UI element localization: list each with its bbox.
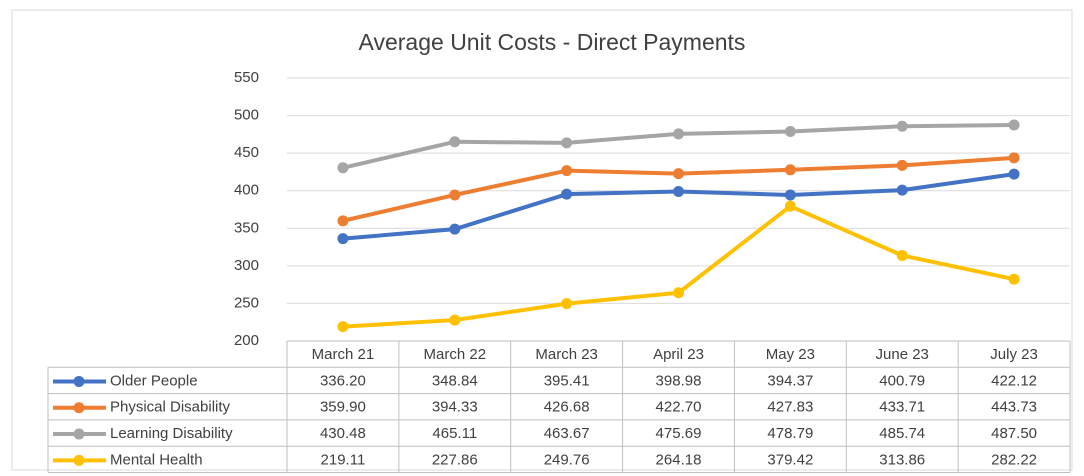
table-value: 394.37 xyxy=(767,372,813,389)
legend-key-marker xyxy=(73,454,85,466)
table-value: 433.71 xyxy=(879,399,925,416)
legend-key-marker xyxy=(73,375,85,387)
table-value: 219.11 xyxy=(321,451,366,468)
table-value: 400.79 xyxy=(879,372,925,389)
table-value: 487.50 xyxy=(991,425,1037,442)
data-point xyxy=(337,233,349,245)
data-point xyxy=(449,223,461,235)
chart-title: Average Unit Costs - Direct Payments xyxy=(359,29,746,55)
data-point xyxy=(896,159,908,171)
data-point xyxy=(1008,168,1020,180)
y-tick-label: 300 xyxy=(234,257,259,274)
table-value: 313.86 xyxy=(879,451,925,468)
data-point xyxy=(561,188,573,200)
data-point xyxy=(1008,119,1020,131)
x-tick-label: March 23 xyxy=(535,346,598,363)
x-tick-label: April 23 xyxy=(653,346,704,363)
y-tick-label: 350 xyxy=(234,219,259,236)
data-point xyxy=(561,165,573,177)
legend-key-marker xyxy=(73,428,85,440)
data-point xyxy=(561,137,573,149)
table-value: 227.86 xyxy=(432,451,478,468)
y-tick-label: 500 xyxy=(234,107,259,124)
data-point xyxy=(337,321,349,333)
data-point xyxy=(896,249,908,261)
table-value: 282.22 xyxy=(991,451,1037,468)
y-tick-label: 250 xyxy=(234,294,259,311)
y-tick-label: 450 xyxy=(234,144,259,161)
table-value: 422.70 xyxy=(656,399,702,416)
data-point xyxy=(1008,152,1020,164)
table-value: 394.33 xyxy=(432,399,478,416)
data-point xyxy=(449,314,461,326)
table-value: 427.83 xyxy=(767,399,813,416)
x-tick-label: May 23 xyxy=(766,346,815,363)
data-point xyxy=(784,164,796,176)
x-tick-label: March 22 xyxy=(424,346,487,363)
table-value: 398.98 xyxy=(656,372,702,389)
data-point xyxy=(896,184,908,196)
y-tick-label: 550 xyxy=(234,69,259,86)
data-point xyxy=(784,200,796,212)
table-value: 359.90 xyxy=(320,399,366,416)
table-value: 463.67 xyxy=(544,425,590,442)
data-point xyxy=(673,185,684,197)
x-tick-label: June 23 xyxy=(876,346,929,363)
data-point xyxy=(337,162,349,174)
legend-label: Learning Disability xyxy=(110,425,233,442)
y-tick-label: 400 xyxy=(234,182,259,199)
table-value: 249.76 xyxy=(544,451,590,468)
table-value: 475.69 xyxy=(656,425,702,442)
legend-label: Mental Health xyxy=(110,451,203,468)
table-value: 443.73 xyxy=(991,399,1037,416)
x-tick-label: March 21 xyxy=(312,346,375,363)
table-value: 336.20 xyxy=(320,372,366,389)
table-value: 348.84 xyxy=(432,372,478,389)
data-point xyxy=(784,126,796,138)
legend-label: Physical Disability xyxy=(110,399,231,416)
x-tick-label: July 23 xyxy=(990,346,1038,363)
table-value: 379.42 xyxy=(767,451,813,468)
data-point xyxy=(784,189,796,201)
table-value: 422.12 xyxy=(991,372,1037,389)
data-point xyxy=(896,120,908,132)
table-value: 485.74 xyxy=(879,425,925,442)
table-value: 395.41 xyxy=(544,372,590,389)
table-value: 426.68 xyxy=(544,399,590,416)
legend-key-marker xyxy=(73,402,85,414)
table-value: 465.11 xyxy=(432,425,477,442)
table-value: 264.18 xyxy=(656,451,702,468)
data-point xyxy=(449,136,461,148)
data-point xyxy=(561,298,573,310)
table-value: 478.79 xyxy=(767,425,813,442)
data-point xyxy=(673,287,684,299)
data-point xyxy=(673,128,684,140)
legend-label: Older People xyxy=(110,372,198,389)
data-point xyxy=(1008,273,1020,285)
table-value: 430.48 xyxy=(320,425,366,442)
data-point xyxy=(449,189,461,201)
data-point xyxy=(337,215,349,227)
y-tick-label: 200 xyxy=(234,332,259,349)
data-point xyxy=(673,168,684,180)
